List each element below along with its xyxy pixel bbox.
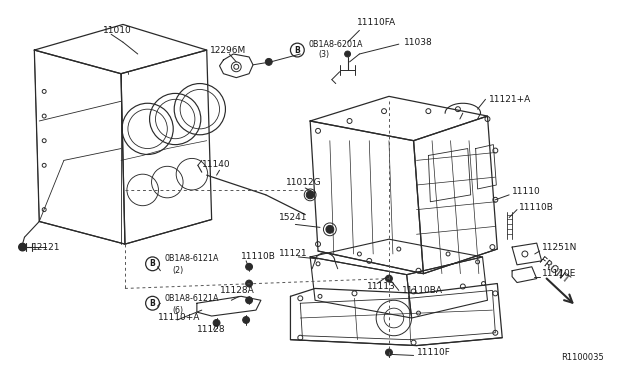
Text: (6): (6)	[172, 306, 184, 315]
Text: 11110F: 11110F	[417, 348, 451, 357]
Text: B: B	[294, 45, 300, 55]
Text: 15241: 15241	[278, 213, 307, 222]
Text: FRONT: FRONT	[537, 256, 571, 285]
Text: 12296M: 12296M	[210, 45, 246, 55]
Text: B: B	[150, 299, 156, 308]
Text: 0B1A8-6121A: 0B1A8-6121A	[164, 294, 219, 303]
Text: 11110+A: 11110+A	[157, 314, 200, 323]
Text: 11128A: 11128A	[220, 286, 254, 295]
Circle shape	[385, 275, 392, 282]
Text: 11012G: 11012G	[285, 177, 321, 187]
Circle shape	[266, 58, 272, 65]
Circle shape	[306, 191, 314, 199]
Text: 11110FA: 11110FA	[357, 18, 397, 27]
Text: (2): (2)	[172, 266, 184, 275]
Text: 11110B: 11110B	[241, 253, 276, 262]
Text: 11110BA: 11110BA	[402, 286, 443, 295]
Text: 11121: 11121	[278, 250, 307, 259]
Text: R1100035: R1100035	[561, 353, 604, 362]
Text: 11113: 11113	[367, 282, 396, 291]
Circle shape	[213, 320, 220, 326]
Text: 11110B: 11110B	[519, 203, 554, 212]
Text: 11110E: 11110E	[541, 269, 576, 278]
Text: 0B1A8-6201A: 0B1A8-6201A	[308, 40, 363, 49]
Text: 11121+A: 11121+A	[490, 95, 532, 104]
Circle shape	[246, 263, 253, 270]
Text: B: B	[150, 259, 156, 268]
Circle shape	[246, 280, 253, 287]
Text: (3): (3)	[318, 49, 329, 58]
Text: 11110: 11110	[512, 187, 541, 196]
Text: 12121: 12121	[33, 243, 61, 251]
Circle shape	[326, 225, 334, 233]
Text: 0B1A8-6121A: 0B1A8-6121A	[164, 254, 219, 263]
Text: 11038: 11038	[404, 38, 433, 46]
Circle shape	[19, 243, 26, 251]
Text: 11128: 11128	[197, 326, 225, 334]
Circle shape	[19, 244, 26, 250]
Text: 11251N: 11251N	[541, 243, 577, 251]
Text: 11010: 11010	[103, 26, 132, 35]
Circle shape	[385, 349, 392, 356]
Circle shape	[246, 297, 253, 304]
Text: 11140: 11140	[202, 160, 230, 169]
Circle shape	[243, 317, 250, 323]
Circle shape	[344, 51, 351, 57]
